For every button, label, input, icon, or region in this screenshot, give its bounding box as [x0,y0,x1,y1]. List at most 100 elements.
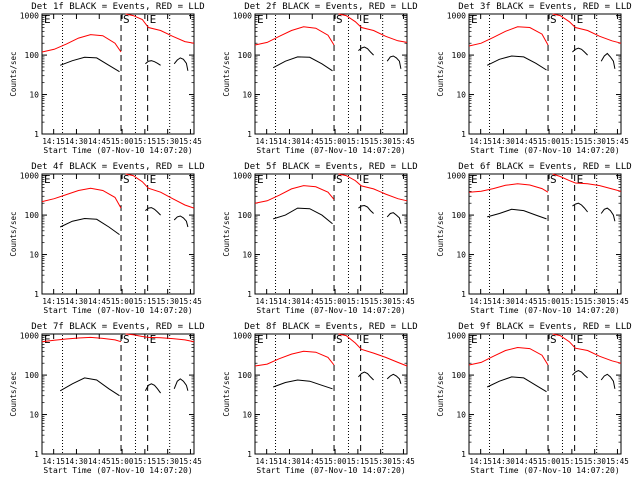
series-events-segment [386,55,402,69]
marker-label-s: S [550,173,557,186]
y-tick-label: 10 [456,411,466,420]
marker-label-s: S [123,173,130,186]
y-tick-label: 1 [461,130,466,139]
marker-label-s: S [550,333,557,346]
series-events-segment [60,56,120,73]
series-lld-segment [552,333,622,364]
series-events-segment [486,55,547,71]
x-tick-label: 15:30 [369,297,392,306]
panel-det-5f: Det 5f BLACK = Events, RED = LLD 1 10 100 10… [222,162,418,315]
series-lld-segment [552,13,622,44]
x-tick-label: 15:00 [538,137,561,146]
plot-frame [468,173,622,295]
marker-label-s: S [336,173,343,186]
y-tick-label: 100 [238,371,253,380]
series-events-segment [600,373,616,389]
y-tick-label: 1000 [233,172,252,181]
y-tick-label: 100 [452,371,467,380]
series-lld-segment [254,350,335,367]
panel-title: Det 9f BLACK = Events, RED = LLD [458,322,631,332]
y-tick-label: 1000 [20,172,39,181]
marker-label-start: E [471,333,478,346]
plot-frame [468,13,622,135]
x-tick-label: 14:30 [492,457,515,466]
x-tick-label: 15:45 [392,457,415,466]
x-tick-label: 15:30 [369,137,392,146]
series-lld-segment [125,13,195,44]
x-tick-label: 14:15 [255,457,278,466]
y-tick-label: 100 [452,51,467,60]
series-lld-segment [41,34,122,53]
y-axis-label: Counts/sec [436,211,445,256]
plot-frame [41,333,195,455]
y-tick-label: 10 [242,411,252,420]
series-events-segment [173,57,189,71]
x-tick-label: 14:30 [278,297,301,306]
marker-label-s: S [123,333,130,346]
y-axis-label: Counts/sec [9,371,18,416]
series-events-segment [59,377,120,397]
marker-label-start: E [257,173,264,186]
y-tick-label: 10 [242,91,252,100]
panel-det-8f: Det 8f BLACK = Events, RED = LLD 1 10 100 10… [222,322,418,475]
x-tick-label: 15:45 [606,457,629,466]
x-tick-label: 15:15 [134,457,157,466]
series-events-segment [386,373,402,384]
series-events-segment [358,371,374,381]
series-events-segment [572,370,588,379]
x-axis-label: Start Time (07-Nov-10 14:07:20) [470,466,619,475]
x-axis-label: Start Time (07-Nov-10 14:07:20) [256,306,405,315]
x-tick-label: 15:30 [156,137,179,146]
x-axis-label: Start Time (07-Nov-10 14:07:20) [470,146,619,155]
x-axis-label: Start Time (07-Nov-10 14:07:20) [43,306,192,315]
marker-label-start: E [44,13,51,26]
y-tick-label: 1 [34,290,39,299]
x-tick-label: 15:00 [111,137,134,146]
series-events-segment [145,207,161,216]
marker-label-e: E [363,333,370,346]
y-tick-label: 100 [25,51,40,60]
x-tick-label: 15:00 [324,297,347,306]
marker-label-s: S [336,13,343,26]
y-tick-label: 1000 [233,12,252,21]
series-lld-segment [552,173,622,192]
x-tick-label: 14:45 [301,297,324,306]
series-events-segment [273,207,333,225]
marker-label-start: E [471,13,478,26]
y-tick-label: 1 [247,450,252,459]
marker-label-e: E [150,13,157,26]
x-axis-label: Start Time (07-Nov-10 14:07:20) [256,466,405,475]
y-tick-label: 1000 [20,12,39,21]
series-events-segment [358,46,374,56]
panel-det-6f: Det 6f BLACK = Events, RED = LLD 1 10 100 10… [436,162,632,315]
panel-title: Det 3f BLACK = Events, RED = LLD [458,2,631,12]
x-tick-label: 15:45 [179,137,202,146]
x-tick-label: 15:15 [347,137,370,146]
y-tick-label: 1000 [20,332,39,341]
y-tick-label: 10 [29,411,39,420]
plot-frame [41,13,195,135]
y-tick-label: 10 [29,91,39,100]
series-lld-segment [338,333,408,367]
series-events-segment [59,217,120,236]
marker-label-start: E [44,173,51,186]
x-tick-label: 14:30 [65,457,88,466]
series-lld-segment [41,187,122,209]
panel-det-1f: Det 1f BLACK = Events, RED = LLD 1 10 100 10… [9,2,205,155]
series-lld-segment [41,336,122,343]
series-events-segment [173,215,189,228]
x-tick-label: 15:30 [583,137,606,146]
marker-label-e: E [150,333,157,346]
panel-det-3f: Det 3f BLACK = Events, RED = LLD 1 10 100 10… [436,2,632,155]
y-axis-label: Counts/sec [222,211,231,256]
series-events-segment [600,207,616,222]
panel-title: Det 5f BLACK = Events, RED = LLD [244,162,417,172]
x-tick-label: 15:45 [392,297,415,306]
marker-label-e: E [577,13,584,26]
series-lld-segment [125,333,195,343]
x-tick-label: 14:45 [88,137,111,146]
x-tick-label: 15:00 [538,457,561,466]
y-tick-label: 1 [34,450,39,459]
y-tick-label: 1 [34,130,39,139]
marker-label-e: E [577,173,584,186]
